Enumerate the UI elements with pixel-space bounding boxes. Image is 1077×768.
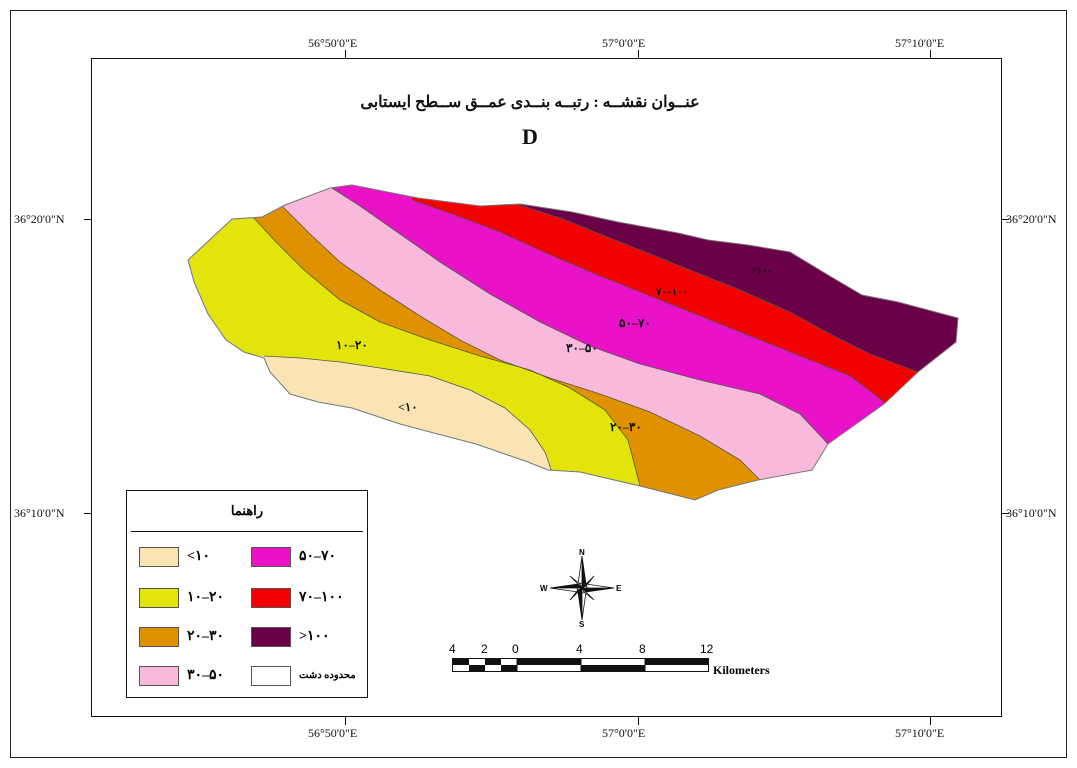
scale-bar [452,658,709,672]
legend-swatch [251,666,291,686]
legend-label: ۳۰–۵۰ [187,668,225,683]
compass-e: E [616,584,622,593]
tick-top-1 [345,50,346,58]
zone-label-lt-10: <۱۰ [398,400,418,414]
coord-left-1: 36°20'0"N [14,212,65,226]
tick-right-2 [1002,513,1009,514]
map-title: عنــوان نقشــه : رتبــه بنــدی عمــق ســ… [360,94,700,111]
legend-swatch [251,588,291,608]
scale-tick-label: 12 [700,642,714,656]
north-arrow-icon: N S W E [540,548,622,629]
tick-left-1 [84,219,91,220]
compass-n: N [579,548,585,557]
scale-units: Kilometers [713,663,770,677]
legend-label: محدوده دشت [299,670,356,681]
scale-tick-label: 4 [449,642,456,656]
legend-label: >۱۰۰ [299,629,330,644]
legend-divider [131,531,363,532]
tick-left-2 [84,513,91,514]
tick-top-2 [638,50,639,58]
tick-top-3 [930,50,931,58]
coord-top-1: 56°50'0"E [308,36,358,50]
coord-left-2: 36°10'0"N [14,506,65,520]
coord-top-2: 57°0'0"E [602,36,646,50]
zone-label-30-50: ۳۰–۵۰ [566,341,598,355]
legend: راهنما <۱۰ ۱۰–۲۰ ۲۰–۳۰ ۳۰–۵۰ ۵۰–۷۰ ۷۰–۱۰… [126,490,368,698]
legend-label: ۲۰–۳۰ [187,629,225,644]
legend-title: راهنما [230,503,264,518]
zone-label-70-100: ۷۰–۱۰۰ [656,287,688,298]
legend-swatch [139,627,179,647]
scale-tick-label: 0 [512,642,519,656]
legend-label: <۱۰ [187,549,211,564]
legend-swatch [251,547,291,567]
compass-rose-icon [549,555,615,621]
coord-right-1: 36°20'0"N [1006,212,1057,226]
coord-right-2: 36°10'0"N [1006,506,1057,520]
coord-bottom-1: 56°50'0"E [308,726,358,740]
legend-label: ۵۰–۷۰ [299,549,337,564]
zone-label-50-70: ۵۰–۷۰ [619,316,651,330]
outer-frame [10,10,1067,758]
coord-bottom-3: 57°10'0"E [895,726,945,740]
tick-bottom-3 [930,717,931,725]
zone-label-10-20: ۱۰–۲۰ [336,338,368,352]
scale-tick-label: 2 [481,642,488,656]
tick-bottom-1 [345,717,346,725]
zone-label-gt-100: >۱۰۰ [751,266,773,277]
compass-s: S [579,620,585,629]
legend-swatch [139,547,179,567]
coord-top-3: 57°10'0"E [895,36,945,50]
plain-boundary [187,184,959,501]
zone-label-20-30: ۲۰–۳۰ [610,420,642,434]
compass-w: W [540,584,548,593]
legend-swatch [251,627,291,647]
legend-label: ۱۰–۲۰ [187,590,225,605]
map-frame [91,58,1002,717]
legend-label: ۷۰–۱۰۰ [299,590,344,605]
tick-bottom-2 [638,717,639,725]
map-letter: D [522,124,538,149]
coord-bottom-2: 57°0'0"E [602,726,646,740]
scale-tick-label: 4 [576,642,583,656]
legend-swatch [139,588,179,608]
scale-tick-label: 8 [639,642,646,656]
tick-right-1 [1002,219,1009,220]
legend-swatch [139,666,179,686]
